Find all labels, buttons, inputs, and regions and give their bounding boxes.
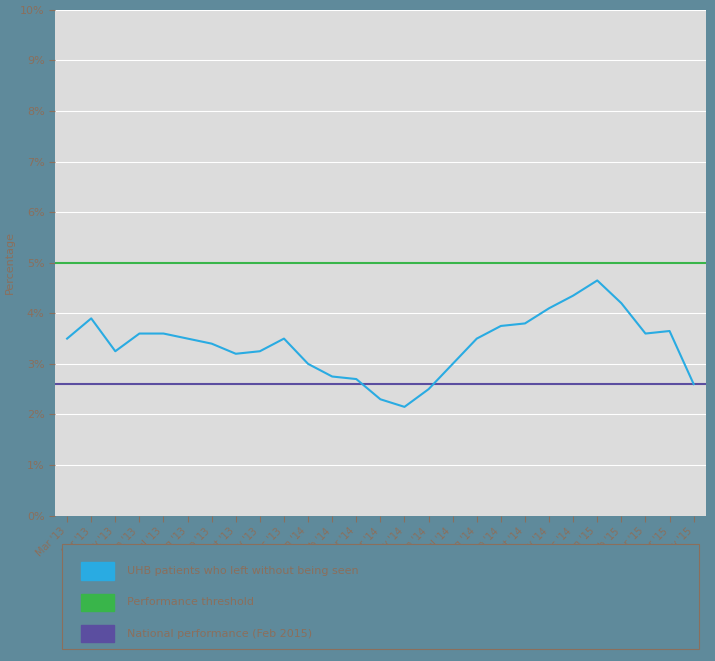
- Text: UHB patients who left without being seen: UHB patients who left without being seen: [127, 566, 358, 576]
- Y-axis label: Percentage: Percentage: [4, 231, 14, 294]
- FancyBboxPatch shape: [61, 545, 699, 648]
- Bar: [81, 594, 114, 611]
- Bar: [81, 625, 114, 642]
- Bar: [81, 563, 114, 580]
- Text: National performance (Feb 2015): National performance (Feb 2015): [127, 629, 312, 639]
- Text: Performance threshold: Performance threshold: [127, 598, 254, 607]
